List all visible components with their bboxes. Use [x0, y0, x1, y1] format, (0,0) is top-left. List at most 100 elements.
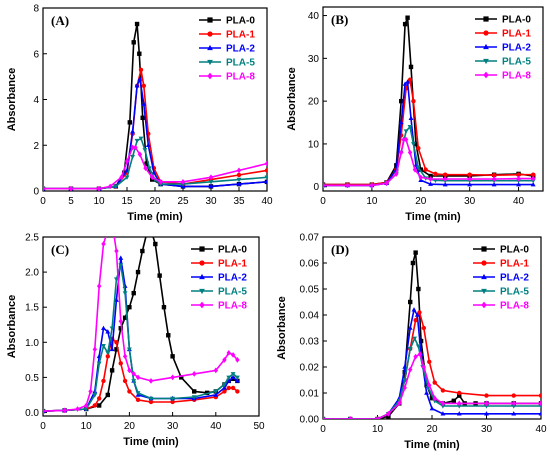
data-point — [516, 175, 521, 182]
x-tick-label: 0 — [320, 424, 326, 435]
data-point — [516, 172, 521, 177]
legend-marker — [199, 260, 205, 266]
y-tick-label: 0.06 — [300, 259, 320, 270]
data-point — [457, 400, 462, 407]
y-tick-label: 0.5 — [25, 373, 39, 384]
data-point — [170, 396, 176, 402]
data-point — [222, 389, 227, 394]
y-tick-label: 0.03 — [300, 337, 320, 348]
data-point — [398, 119, 404, 125]
data-point — [135, 269, 141, 275]
data-point — [92, 393, 98, 398]
data-point — [402, 364, 408, 369]
data-point — [345, 182, 350, 189]
series-pla-8 — [323, 351, 541, 419]
x-tick-label: 30 — [167, 421, 179, 432]
series-pla-0 — [43, 237, 240, 414]
data-point — [230, 372, 236, 377]
data-point — [208, 180, 214, 185]
data-point — [134, 138, 140, 144]
data-point — [399, 149, 404, 156]
data-point — [416, 146, 421, 151]
data-point — [405, 15, 410, 20]
plot-frame — [42, 236, 260, 417]
data-point — [118, 318, 123, 325]
panel-label: (C) — [51, 242, 69, 257]
data-point — [511, 411, 517, 416]
data-point — [236, 172, 242, 178]
data-point — [484, 404, 489, 409]
data-point — [230, 374, 236, 380]
series-pla-5 — [43, 136, 267, 191]
legend-marker — [199, 273, 205, 280]
data-point — [140, 115, 145, 120]
x-tick-label: 40 — [261, 196, 273, 207]
data-point — [222, 382, 227, 388]
x-tick-label: 0 — [320, 196, 326, 207]
x-tick-label: 0 — [40, 421, 46, 432]
legend: PLA-0 PLA-1 PLA-2 PLA-5 PLA-8 — [191, 245, 247, 312]
data-point — [62, 407, 67, 414]
data-point — [180, 178, 186, 185]
legend-marker — [207, 72, 213, 80]
data-point — [75, 406, 80, 412]
series-line — [323, 126, 534, 187]
data-point — [96, 361, 102, 366]
data-point — [433, 171, 438, 177]
data-point — [122, 291, 128, 296]
data-point — [127, 367, 132, 374]
data-point — [101, 325, 106, 331]
data-point — [101, 344, 106, 349]
data-point — [418, 338, 424, 344]
legend-label: PLA-2 — [500, 273, 529, 284]
x-tick-label: 35 — [233, 196, 245, 207]
x-tick-label: 20 — [149, 196, 161, 207]
data-point — [418, 167, 423, 172]
data-point — [264, 168, 267, 173]
data-point — [443, 172, 448, 177]
data-point — [413, 353, 418, 360]
legend-marker — [483, 30, 489, 36]
data-point — [411, 307, 417, 312]
data-point — [142, 148, 148, 153]
series-pla-8 — [43, 237, 240, 414]
data-point — [427, 359, 432, 364]
data-point — [130, 128, 136, 134]
y-tick-label: 0 — [313, 182, 319, 193]
legend-marker — [483, 58, 489, 65]
y-tick-label: 0.01 — [300, 389, 320, 400]
data-point — [407, 125, 413, 130]
data-point — [401, 136, 406, 143]
data-point — [384, 180, 389, 187]
data-point — [402, 384, 407, 391]
data-point — [386, 410, 391, 417]
legend-label: PLA-8 — [218, 301, 247, 312]
data-point — [402, 81, 408, 86]
x-tick-label: 20 — [124, 421, 136, 432]
data-point — [412, 166, 418, 173]
data-point — [140, 248, 145, 254]
data-point — [443, 176, 448, 182]
data-point — [429, 396, 435, 401]
data-point — [408, 366, 413, 373]
data-point — [440, 404, 446, 409]
data-point — [105, 392, 110, 398]
legend-marker — [481, 288, 487, 295]
data-point — [403, 129, 409, 134]
data-point — [467, 172, 472, 177]
data-point — [407, 325, 413, 330]
x-tick-label: 30 — [205, 196, 217, 207]
data-point — [109, 326, 115, 331]
y-tick-label: 0.04 — [300, 311, 320, 322]
data-point — [407, 77, 413, 82]
data-point — [234, 375, 240, 381]
x-axis-title: Time (min) — [405, 211, 461, 223]
data-point — [138, 67, 144, 72]
data-point — [122, 315, 128, 320]
data-point — [511, 393, 516, 398]
series-line — [43, 237, 238, 412]
data-point — [170, 354, 175, 359]
data-point — [424, 383, 429, 388]
data-point — [516, 181, 521, 187]
legend-label: PLA-2 — [502, 43, 531, 54]
